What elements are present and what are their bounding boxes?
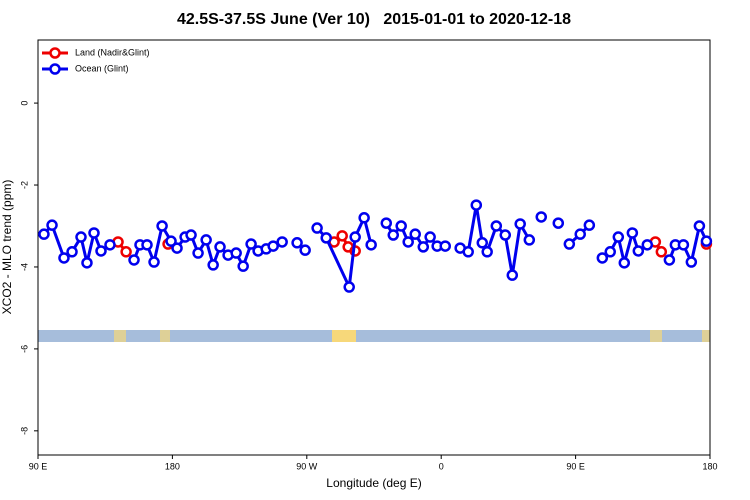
data-point <box>299 244 311 256</box>
x-tick-label: 180 <box>165 461 180 471</box>
data-point <box>618 257 631 269</box>
data-point <box>700 235 713 247</box>
data-point <box>663 254 676 266</box>
land-patch <box>650 330 662 342</box>
data-point <box>276 236 288 248</box>
data-point <box>38 228 50 240</box>
y-tick-label: -6 <box>19 345 29 353</box>
data-point <box>514 218 526 230</box>
land-patch <box>160 330 170 342</box>
data-point <box>424 231 436 243</box>
data-point <box>237 260 249 272</box>
y-tick-label: 0 <box>19 101 29 106</box>
data-point <box>291 237 303 249</box>
data-point <box>120 246 132 258</box>
data-point <box>677 239 690 251</box>
legend-marker <box>49 47 61 59</box>
data-point <box>365 239 377 251</box>
data-point <box>409 228 421 240</box>
data-point <box>523 234 536 246</box>
x-tick-label: 90 E <box>29 461 48 471</box>
data-point <box>506 269 519 281</box>
data-point <box>148 256 160 268</box>
x-tick-label: 90 E <box>566 461 585 471</box>
data-point <box>311 222 323 234</box>
data-point <box>632 245 645 257</box>
ocean-band <box>38 330 710 342</box>
data-point <box>563 238 576 250</box>
y-tick-label: -4 <box>19 263 29 271</box>
data-point <box>245 238 257 250</box>
data-point <box>655 246 668 258</box>
data-point <box>685 256 698 268</box>
data-point <box>417 241 430 253</box>
data-point <box>230 247 242 259</box>
x-axis-title: Longitude (deg E) <box>326 476 421 490</box>
legend-label: Land (Nadir&Glint) <box>75 47 150 57</box>
legend-marker <box>49 63 61 75</box>
data-point <box>470 199 483 211</box>
data-point <box>46 219 58 231</box>
data-point <box>499 229 512 241</box>
land-patch <box>332 330 356 342</box>
data-point <box>104 239 116 251</box>
y-tick-label: -2 <box>19 181 29 189</box>
data-point <box>207 259 219 271</box>
land-patch <box>114 330 126 342</box>
data-point <box>358 212 370 224</box>
data-point <box>88 227 100 239</box>
data-point <box>128 254 140 266</box>
data-point <box>165 235 177 247</box>
data-point <box>320 232 332 244</box>
data-point <box>490 220 503 232</box>
data-point <box>214 241 226 253</box>
data-point <box>693 220 706 232</box>
data-point <box>75 231 87 243</box>
x-tick-label: 180 <box>702 461 717 471</box>
data-point <box>343 281 355 293</box>
data-point <box>604 246 616 258</box>
data-point <box>612 231 625 243</box>
x-tick-label: 90 W <box>296 461 318 471</box>
legend-label: Ocean (Glint) <box>75 63 129 73</box>
data-point <box>336 230 348 242</box>
y-tick-label: -8 <box>19 427 29 435</box>
data-point <box>402 236 414 248</box>
data-point <box>66 246 78 258</box>
data-point <box>535 211 548 223</box>
y-axis-title: XCO2 - MLO trend (ppm) <box>0 180 14 315</box>
data-point <box>574 228 586 240</box>
data-point <box>476 237 489 249</box>
x-tick-label: 0 <box>439 461 444 471</box>
surface-band <box>38 330 710 342</box>
data-point <box>81 257 93 269</box>
data-point <box>58 252 70 264</box>
data-point <box>596 252 609 264</box>
data-point <box>481 246 493 258</box>
land-patch <box>702 330 710 342</box>
data-point <box>267 240 279 252</box>
data-point <box>439 240 451 252</box>
chart-title: 42.5S-37.5S June (Ver 10) 2015-01-01 to … <box>177 11 571 28</box>
data-point <box>192 247 204 259</box>
data-point <box>200 234 212 246</box>
data-point <box>185 229 197 241</box>
data-point <box>171 242 183 254</box>
data-point <box>462 246 474 258</box>
data-point <box>583 219 596 231</box>
data-point <box>380 217 392 229</box>
data-point <box>156 220 168 232</box>
data-point <box>349 231 361 243</box>
data-point <box>395 220 407 232</box>
data-point <box>387 229 400 241</box>
data-point <box>641 239 654 251</box>
data-point <box>141 239 153 251</box>
data-point <box>626 227 639 239</box>
data-point <box>95 245 107 257</box>
data-point <box>552 217 565 229</box>
